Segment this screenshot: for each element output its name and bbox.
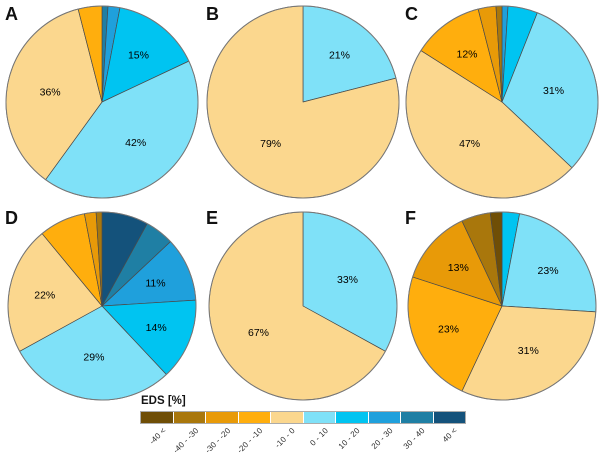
pie-panel-e: E 33% 67% xyxy=(201,206,403,407)
slice-percent-label-C: 47% xyxy=(459,138,480,150)
legend-tick-label: -10 - 0 xyxy=(273,426,298,450)
pie-chart-f: 23% 31% 23% 13% xyxy=(407,211,597,401)
legend-tick-label: -40 < xyxy=(147,426,168,447)
slice-percent-label-E: 67% xyxy=(248,327,269,339)
legend-tick-label: 30 - 40 xyxy=(401,426,427,451)
legend-tick-label: 40 < xyxy=(441,426,460,445)
pie-outline-A xyxy=(5,5,199,199)
legend-color-swatch-5 xyxy=(271,412,303,423)
slice-percent-label-F: 23% xyxy=(538,265,559,277)
legend-tick-label: -20 - -10 xyxy=(235,426,265,456)
legend-color-swatch-2 xyxy=(173,412,205,423)
legend-tick-labels: -40 < -40 - -30 -30 - -20 -20 - -10 -10 - 0 0… xyxy=(140,424,466,458)
pie-panel-a: A 15% 42% 36% xyxy=(0,2,202,203)
legend-color-swatch-4 xyxy=(238,412,270,423)
slice-percent-label-D: 22% xyxy=(34,290,55,302)
legend-title: EDS [%] xyxy=(141,395,186,407)
pie-chart-d: 11% 14% 29% 22% xyxy=(7,211,197,401)
legend-color-swatch-3 xyxy=(206,412,238,423)
slice-percent-label-B: 21% xyxy=(329,49,350,61)
legend-tick-label: 0 - 10 xyxy=(307,426,330,448)
pie-chart-b: 21% 79% xyxy=(206,5,400,199)
pie-panel-f: F 23% 31% 23% 13% xyxy=(400,206,602,407)
panel-label-a: A xyxy=(5,4,18,24)
slice-percent-label-A: 36% xyxy=(40,87,61,99)
pie-panel-d: D 11% 14% 29% 22% xyxy=(0,206,202,407)
slice-percent-label-F: 31% xyxy=(518,345,539,357)
pie-outline-B xyxy=(206,5,400,199)
legend-color-swatch-10 xyxy=(433,412,465,423)
panel-label-c: C xyxy=(405,4,418,24)
pie-chart-e: 33% 67% xyxy=(208,211,398,401)
panel-label-d: D xyxy=(5,208,18,228)
slice-percent-label-C: 12% xyxy=(457,48,478,60)
panel-label-b: B xyxy=(206,4,219,24)
legend-color-swatch-6 xyxy=(303,412,335,423)
legend-color-swatch-8 xyxy=(368,412,400,423)
slice-percent-label-A: 42% xyxy=(125,137,146,149)
legend-tick-label: -30 - -20 xyxy=(203,426,233,456)
pie-outline-E xyxy=(208,211,398,401)
pie-panel-b: B 21% 79% xyxy=(201,2,403,203)
slice-percent-label-F: 23% xyxy=(438,324,459,336)
pie-outline-F xyxy=(407,211,597,401)
legend-color-swatch-7 xyxy=(336,412,368,423)
legend-color-swatch-1 xyxy=(141,412,173,423)
pie-outline-C xyxy=(405,5,599,199)
slice-percent-label-C: 31% xyxy=(543,85,564,97)
slice-percent-label-A: 15% xyxy=(128,49,149,61)
slice-percent-label-E: 33% xyxy=(337,274,358,286)
eds-colorbar-legend: EDS [%] -40 < -40 - -30 -30 - -20 -20 - -10… xyxy=(140,395,470,458)
slice-percent-label-F: 13% xyxy=(448,262,469,274)
slice-percent-label-B: 79% xyxy=(260,138,281,150)
legend-colorbar xyxy=(140,411,466,424)
slice-percent-label-D: 29% xyxy=(83,352,104,364)
panel-label-f: F xyxy=(405,208,416,228)
slice-percent-label-D: 14% xyxy=(146,322,167,334)
pie-panel-c: C 31% 47% 12% xyxy=(400,2,602,203)
legend-tick-label: 10 - 20 xyxy=(336,426,362,451)
panel-label-e: E xyxy=(206,208,219,228)
pie-chart-c: 31% 47% 12% xyxy=(405,5,599,199)
pie-chart-a: 15% 42% 36% xyxy=(5,5,199,199)
legend-tick-label: -40 - -30 xyxy=(170,426,200,456)
slice-percent-label-D: 11% xyxy=(145,277,165,289)
legend-tick-label: 20 - 30 xyxy=(369,426,395,451)
legend-color-swatch-9 xyxy=(401,412,433,423)
pie-outline-D xyxy=(7,211,197,401)
